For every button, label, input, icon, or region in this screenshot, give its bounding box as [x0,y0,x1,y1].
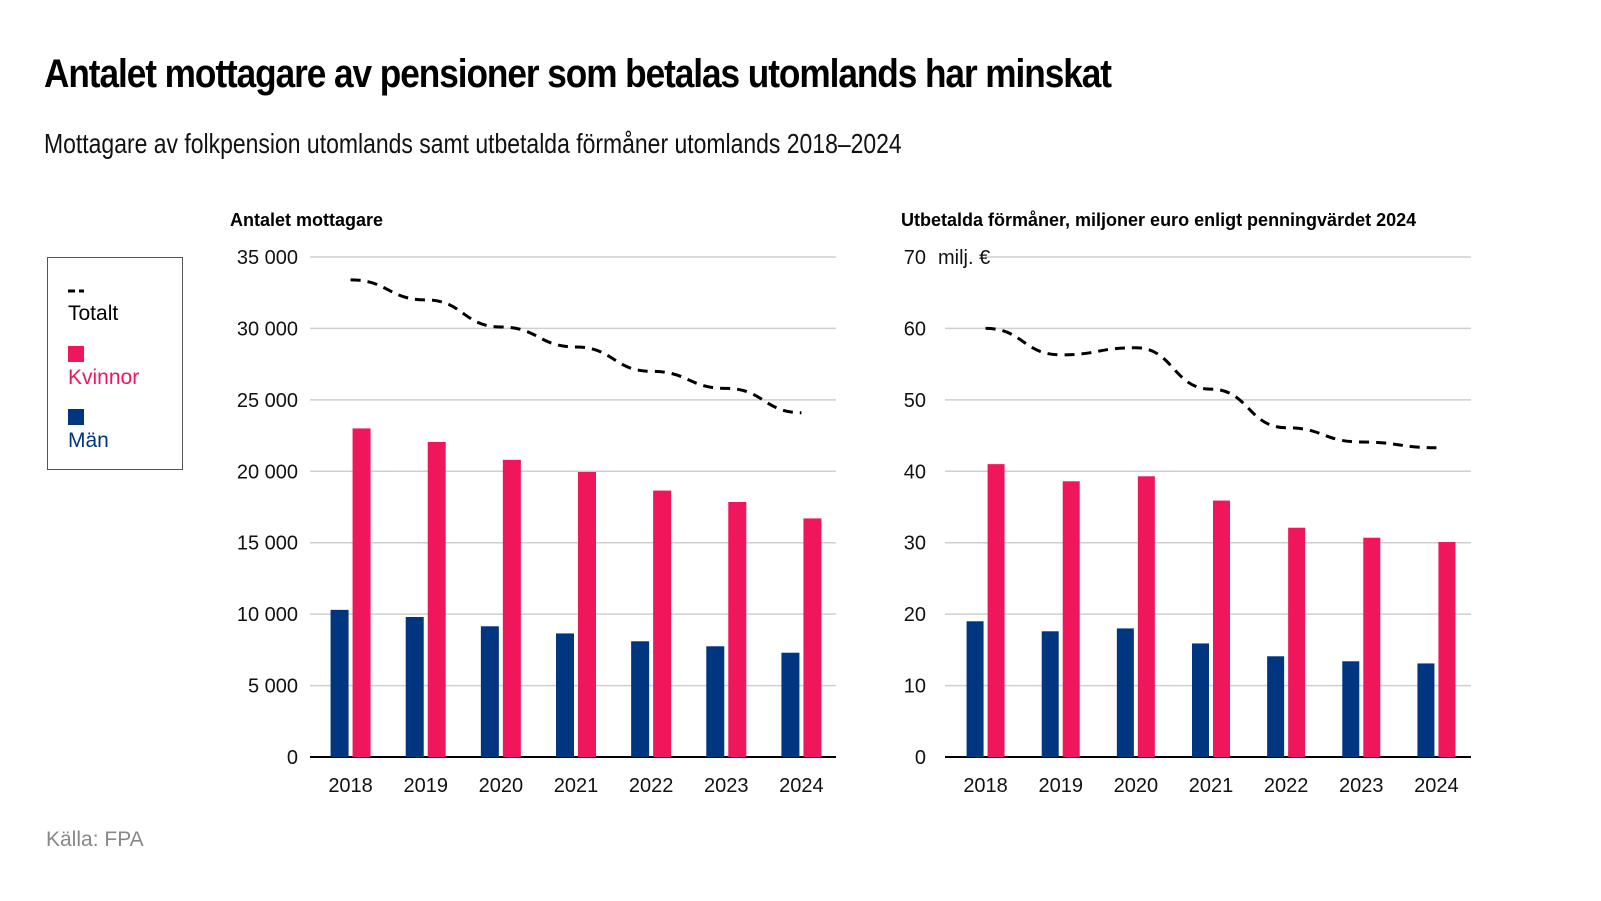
y-tick-label: 25 000 [237,390,298,412]
y-tick-label: 20 000 [237,461,298,483]
y-tick-label: 15 000 [237,533,298,555]
bar-men [1192,643,1209,757]
bar-men [405,617,424,757]
y-tick-label: 0 [287,747,298,769]
y-tick-label: 40 [904,461,926,483]
source-note: Källa: FPA [46,828,144,851]
bar-men [1417,663,1435,757]
y-tick-label: 70 [904,247,926,269]
x-tick-label: 2021 [554,775,599,797]
x-tick-label: 2020 [1114,775,1159,797]
bar-men [330,609,349,757]
legend: Totalt Kvinnor Män [47,257,183,470]
bar-women [352,428,371,757]
panel-title: Utbetalda förmåner, miljoner euro enligt… [901,210,1416,230]
y-tick-label: 0 [915,747,926,769]
bar-women [1288,527,1306,757]
y-tick-label: 60 [904,318,926,340]
legend-men-swatch [68,409,84,425]
y-tick-label: 30 [904,533,926,555]
legend-men-label: Män [68,429,109,452]
bar-women [728,502,747,757]
legend-women-label: Kvinnor [68,366,140,389]
bar-men [631,641,650,757]
bar-men [1267,656,1285,757]
bar-women [1363,537,1381,757]
panel-title: Antalet mottagare [230,210,383,230]
x-tick-label: 2019 [403,775,448,797]
x-tick-label: 2023 [1339,775,1384,797]
x-tick-label: 2024 [1414,775,1459,797]
chart-title: Antalet mottagare av pensioner som betal… [44,52,1112,96]
chart-payments: Utbetalda förmåner, miljoner euro enligt… [901,210,1471,797]
y-tick-label: 10 [904,676,926,698]
x-tick-label: 2024 [779,775,824,797]
bar-women [1062,481,1080,757]
legend-total-swatch [68,289,84,293]
legend-total-label: Totalt [68,302,119,325]
bar-men [556,633,574,757]
x-tick-label: 2018 [328,775,373,797]
x-tick-label: 2020 [479,775,524,797]
bar-women [987,464,1005,757]
bar-women [578,472,596,757]
x-tick-label: 2022 [1264,775,1309,797]
y-tick-label: 5 000 [248,676,298,698]
x-tick-label: 2021 [1189,775,1234,797]
line-total [985,326,1437,450]
y-tick-label: 30 000 [237,318,298,340]
bar-men [1041,631,1059,757]
y-tick-label: 50 [904,390,926,412]
bar-men [1342,661,1360,757]
line-total [350,278,802,415]
bar-women [1438,542,1456,757]
bar-men [1116,628,1134,757]
bar-women [653,490,672,757]
bar-men [966,621,984,757]
x-tick-label: 2022 [629,775,674,797]
bar-women [427,442,446,757]
unit-label: milj. € [938,247,990,269]
y-tick-label: 35 000 [237,247,298,269]
chart-recipients: Antalet mottagare 0 5 000 10 000 15 000 20 00… [230,210,836,797]
y-tick-label: 20 [904,604,926,626]
y-tick-label: 10 000 [237,604,298,626]
bar-women [1137,476,1155,757]
bar-women [1213,500,1230,757]
x-tick-label: 2019 [1038,775,1083,797]
x-tick-label: 2018 [963,775,1008,797]
legend-women-swatch [68,346,84,362]
chart-subtitle: Mottagare av folkpension utomlands samt … [44,128,902,159]
bar-women [502,459,521,757]
bar-men [706,646,725,757]
bar-women [803,518,822,757]
bar-men [480,626,499,757]
bar-men [781,652,800,757]
x-tick-label: 2023 [704,775,749,797]
